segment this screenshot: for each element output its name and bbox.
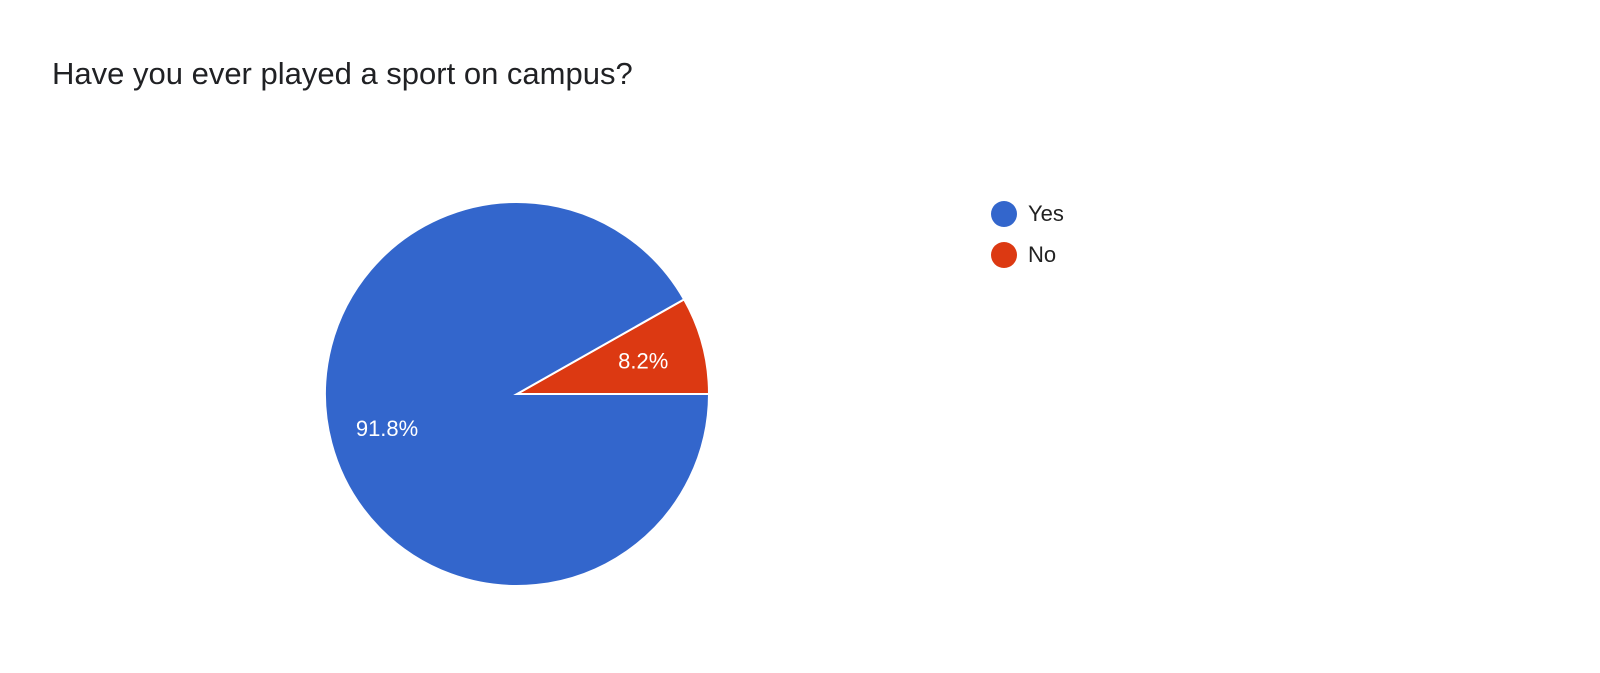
chart-title: Have you ever played a sport on campus?: [52, 56, 633, 91]
legend-label: No: [1028, 242, 1057, 267]
data-label-no: 8.2%: [618, 349, 668, 374]
legend-item-no[interactable]: No: [991, 242, 1056, 268]
legend-label: Yes: [1028, 201, 1064, 226]
legend-swatch-icon: [991, 201, 1017, 227]
pie-slice-yes[interactable]: [324, 201, 711, 587]
legend-item-yes[interactable]: Yes: [991, 201, 1064, 227]
legend-swatch-icon: [991, 242, 1017, 268]
pie-slice-no[interactable]: [513, 298, 711, 395]
data-label-yes: 91.8%: [356, 416, 418, 441]
